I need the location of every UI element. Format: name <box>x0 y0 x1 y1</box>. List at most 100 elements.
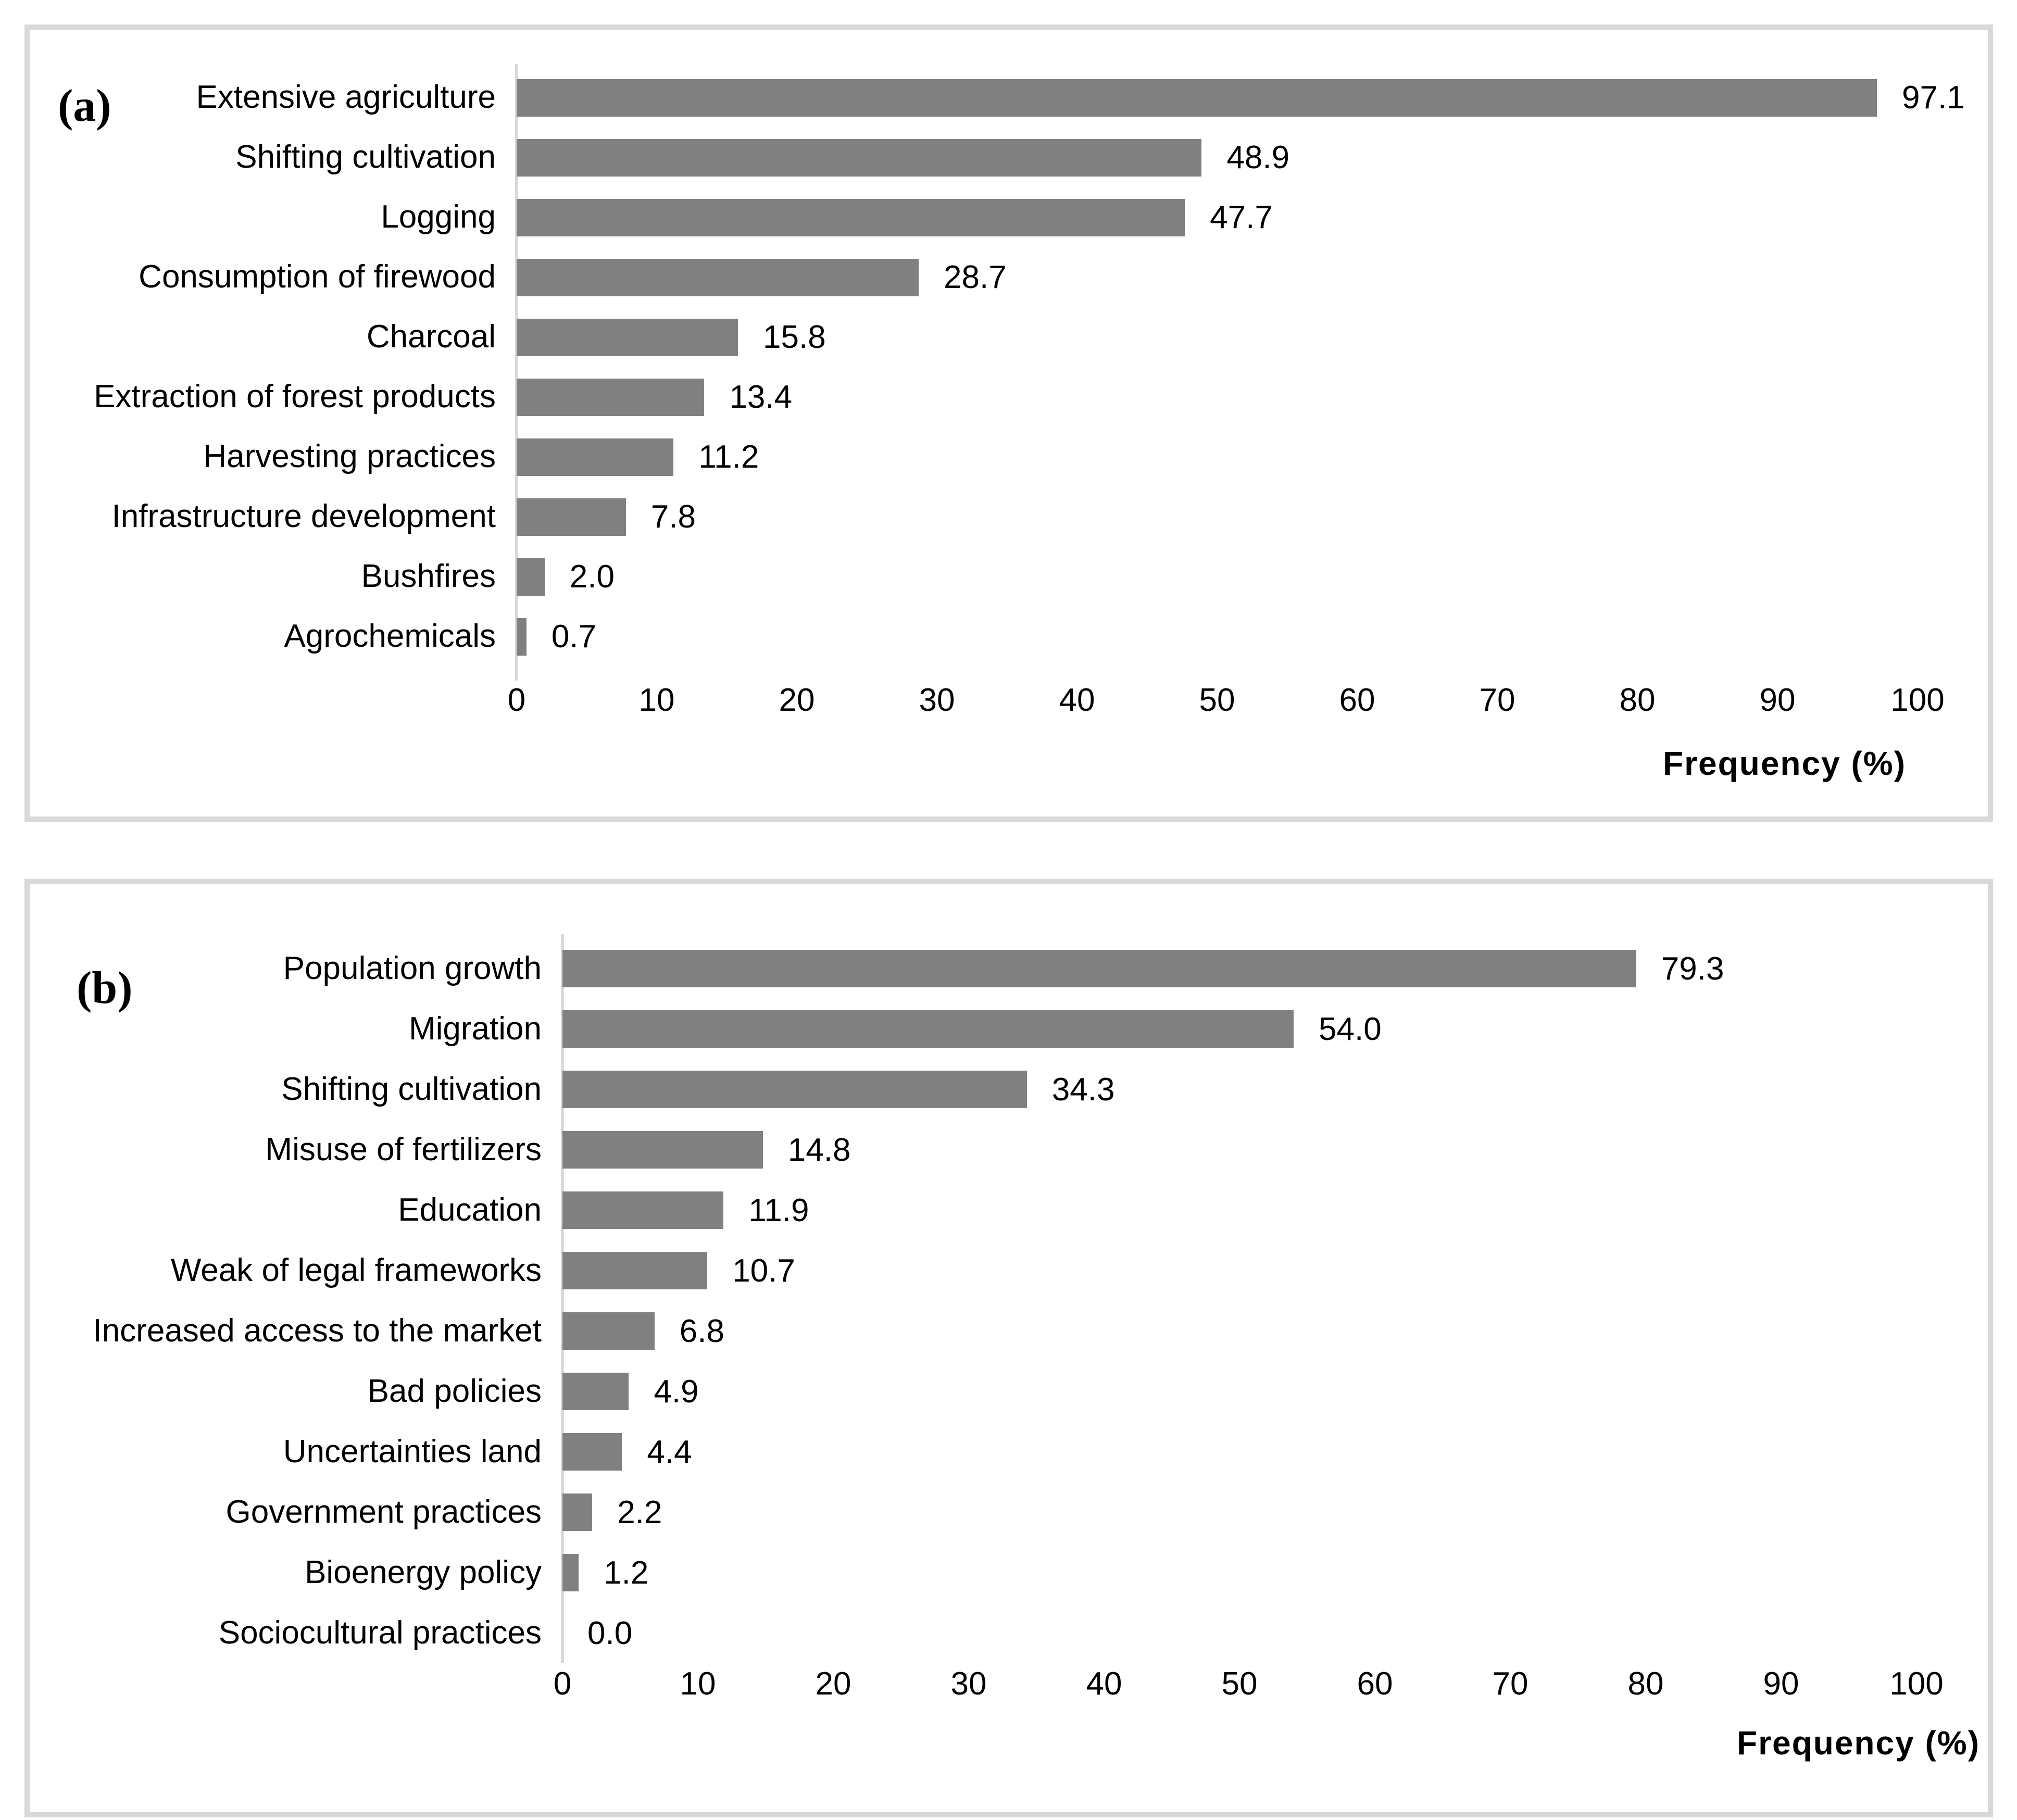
value-label: 48.9 <box>1226 140 1290 175</box>
bar-track: 6.8 <box>562 1312 1988 1350</box>
bar-row: Consumption of firewood 28.7 <box>30 247 1988 307</box>
bar-track: 15.8 <box>517 318 1988 356</box>
value-label: 28.7 <box>944 259 1007 295</box>
value-label: 11.2 <box>698 439 759 475</box>
bar-track: 79.3 <box>562 950 1988 987</box>
bar-track: 97.1 <box>517 79 1988 117</box>
category-label: Uncertainties land <box>283 1433 542 1470</box>
tick-label: 30 <box>919 682 955 718</box>
value-label: 13.4 <box>729 379 793 415</box>
category-label: Education <box>398 1191 542 1228</box>
tick-label: 30 <box>950 1666 987 1702</box>
bar-rows: Population growth 79.3 Migration 54.0 Shifti… <box>30 938 1988 1663</box>
category-label: Population growth <box>283 950 542 986</box>
bar <box>562 1373 629 1410</box>
tick-label: 0 <box>507 682 526 718</box>
bar <box>562 1131 763 1169</box>
bar <box>562 950 1636 987</box>
bar-row: Bushfires 2.0 <box>30 547 1988 607</box>
bar-track: 4.4 <box>562 1433 1988 1471</box>
bar <box>562 1554 579 1591</box>
value-label: 4.4 <box>647 1434 692 1470</box>
x-axis-title: Frequency (%) <box>1663 745 1906 782</box>
category-label: Infrastructure development <box>111 498 496 535</box>
category-label: Charcoal <box>366 319 496 355</box>
bar-row: Weak of legal frameworks 10.7 <box>30 1240 1988 1301</box>
category-label: Extraction of forest products <box>94 379 496 415</box>
bar <box>517 198 1185 236</box>
bar-row: Bioenergy policy 1.2 <box>30 1542 1988 1603</box>
bar-track: 11.9 <box>562 1191 1988 1229</box>
panel-a-label: (a) <box>58 81 111 131</box>
value-label: 6.8 <box>679 1313 724 1349</box>
value-label: 14.8 <box>787 1132 851 1168</box>
tick-label: 80 <box>1627 1666 1664 1702</box>
bar-row: Shifting cultivation 48.9 <box>30 128 1988 187</box>
bar <box>562 1071 1027 1108</box>
bar-track: 2.0 <box>517 558 1988 596</box>
tick-label: 80 <box>1619 682 1656 718</box>
bar-track: 14.8 <box>562 1131 1988 1169</box>
category-label: Agrochemicals <box>284 618 496 655</box>
bar-row: Charcoal 15.8 <box>30 307 1988 367</box>
bar <box>517 139 1202 177</box>
tick-label: 0 <box>553 1666 572 1702</box>
value-label: 47.7 <box>1210 199 1273 235</box>
value-label: 10.7 <box>732 1252 795 1289</box>
bar-track: 54.0 <box>562 1010 1988 1048</box>
value-label: 54.0 <box>1319 1011 1382 1047</box>
bar <box>562 1191 724 1229</box>
bar-track: 47.7 <box>517 198 1988 236</box>
bar-row: Extensive agriculture 97.1 <box>30 68 1988 128</box>
bar-track: 7.8 <box>517 498 1988 536</box>
bar <box>517 258 919 296</box>
bar-track: 48.9 <box>517 139 1988 177</box>
value-label: 1.2 <box>604 1554 649 1591</box>
y-axis-line <box>515 64 518 681</box>
value-label: 97.1 <box>1901 80 1965 116</box>
bar-row: Harvesting practices 11.2 <box>30 427 1988 487</box>
tick-label: 10 <box>638 682 675 718</box>
bar-track: 10.7 <box>562 1252 1988 1289</box>
bar <box>517 378 705 416</box>
chart-panel-b: (b) Population growth 79.3 Migration 54.0 Sh… <box>24 879 1993 1817</box>
bar-track: 0.7 <box>517 618 1988 656</box>
bar-track: 34.3 <box>562 1071 1988 1108</box>
value-label: 34.3 <box>1051 1071 1115 1108</box>
bar-row: Migration 54.0 <box>30 999 1988 1059</box>
category-label: Government practices <box>225 1493 542 1530</box>
bar-rows: Extensive agriculture 97.1 Shifting cultiv… <box>30 68 1988 667</box>
tick-label: 40 <box>1059 682 1095 718</box>
bar-row: Uncertainties land 4.4 <box>30 1422 1988 1482</box>
bar-row: Government practices 2.2 <box>30 1482 1988 1542</box>
x-axis-ticks: 0 10 20 30 40 50 60 70 80 90 100 <box>30 1665 1988 1704</box>
value-label: 4.9 <box>654 1373 699 1410</box>
bar-row: Misuse of fertilizers 14.8 <box>30 1120 1988 1180</box>
bar <box>517 438 674 476</box>
bar-track: 0.0 <box>562 1614 1988 1652</box>
bar <box>517 618 527 656</box>
value-label: 0.0 <box>587 1615 633 1651</box>
bar-row: Population growth 79.3 <box>30 938 1988 999</box>
bar-track: 2.2 <box>562 1493 1988 1531</box>
tick-label: 50 <box>1221 1666 1258 1702</box>
bar <box>517 498 626 536</box>
tick-label: 100 <box>1889 1666 1944 1702</box>
value-label: 11.9 <box>748 1192 809 1228</box>
bar-row: Bad policies 4.9 <box>30 1361 1988 1422</box>
bar-track: 28.7 <box>517 258 1988 296</box>
bar-row: Increased access to the market 6.8 <box>30 1301 1988 1361</box>
category-label: Logging <box>381 199 496 235</box>
value-label: 2.0 <box>569 559 615 595</box>
bar-row: Infrastructure development 7.8 <box>30 487 1988 547</box>
tick-label: 60 <box>1357 1666 1393 1702</box>
tick-label: 90 <box>1759 682 1796 718</box>
bar-track: 1.2 <box>562 1554 1988 1591</box>
value-label: 79.3 <box>1661 950 1724 987</box>
bar <box>562 1010 1294 1048</box>
category-label: Harvesting practices <box>203 438 496 475</box>
category-label: Sociocultural practices <box>218 1614 542 1651</box>
tick-label: 70 <box>1492 1666 1529 1702</box>
bar-row: Agrochemicals 0.7 <box>30 607 1988 667</box>
